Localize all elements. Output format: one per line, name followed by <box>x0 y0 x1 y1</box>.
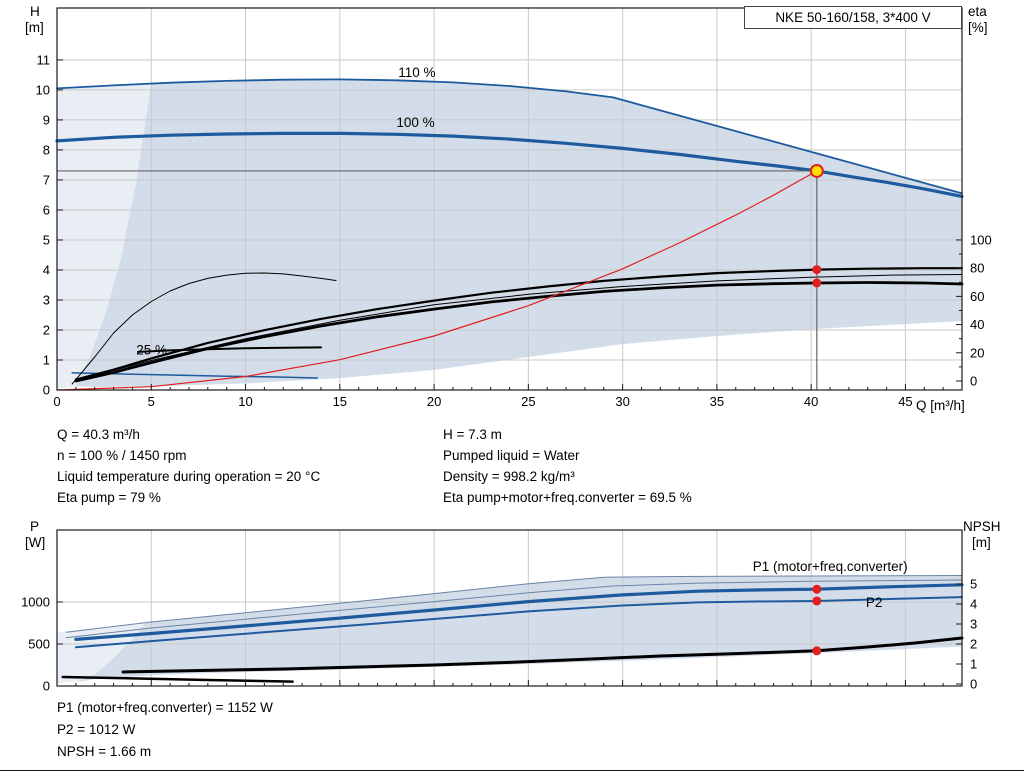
npsh-curve <box>121 636 964 674</box>
tick-label-y: 10 <box>36 82 50 97</box>
tick-label-y2: 3 <box>970 617 977 632</box>
operating-envelope-area <box>75 79 962 388</box>
tick-label-y2: 1 <box>970 657 977 672</box>
tick-label-y: 0 <box>43 679 50 694</box>
eta-pump-curve <box>74 267 964 381</box>
tick-label-y2: 80 <box>970 261 984 276</box>
q-axis-title: Q [m³/h] <box>916 398 965 413</box>
result-block: P1 (motor+freq.converter) = 1152 W P2 = … <box>57 697 273 763</box>
tick-label-y: 5 <box>43 232 50 247</box>
p-axis-symbol: P <box>30 519 40 534</box>
tick-label-y2: 40 <box>970 317 984 332</box>
info-pumped-liquid: Pumped liquid = Water <box>443 448 580 463</box>
annotation: 100 % <box>396 115 434 130</box>
tick-label-y2: 0 <box>970 677 977 692</box>
annotation: P1 (motor+freq.converter) <box>753 559 908 574</box>
tick-label-y2: 60 <box>970 289 984 304</box>
tick-label-x: 5 <box>148 394 155 409</box>
info-eta-total: Eta pump+motor+freq.converter = 69.5 % <box>443 490 692 505</box>
tick-label-y: 4 <box>43 262 50 277</box>
tick-label-y: 9 <box>43 112 50 127</box>
annotation: 25 % <box>136 343 167 358</box>
info-flow: Q = 40.3 m³/h <box>57 427 140 442</box>
npsh-point <box>812 646 822 656</box>
p1-curve <box>74 583 964 641</box>
tick-label-y2: 5 <box>970 577 977 592</box>
h-axis-unit: [m] <box>25 20 44 35</box>
speed-110-curve <box>56 78 963 195</box>
annotation: P2 <box>866 595 883 610</box>
mid-speed-curve <box>137 346 322 353</box>
tick-label-y: 2 <box>43 322 50 337</box>
tick-label-y: 1 <box>43 352 50 367</box>
tick-label-y2: 100 <box>970 232 992 247</box>
power-npsh-chart: 0 500 1000 0 1 2 3 4 5 P1 (motor+freq.converter) P… <box>21 529 977 694</box>
info-eta-pump: Eta pump = 79 % <box>57 490 161 505</box>
tick-label-y2: 4 <box>970 597 977 612</box>
tick-label-y: 3 <box>43 292 50 307</box>
power-envelope-top-line <box>65 575 963 633</box>
p2-point <box>812 596 822 606</box>
info-block-right: H = 7.3 m Pumped liquid = Water Density … <box>443 424 692 508</box>
info-head: H = 7.3 m <box>443 427 502 442</box>
h-axis-title: H [m] <box>25 4 44 36</box>
power-band-line <box>65 579 963 639</box>
eta-axis-title: eta [%] <box>968 4 988 36</box>
tick-label-y: 6 <box>43 202 50 217</box>
tick-label-y2: 2 <box>970 637 977 652</box>
eta-axis-unit: [%] <box>968 20 988 35</box>
tick-label-x: 40 <box>804 394 818 409</box>
pump-title-box: NKE 50-160/158, 3*400 V <box>744 6 962 29</box>
tick-label-y: 500 <box>28 636 50 651</box>
tick-label-y2: 20 <box>970 345 984 360</box>
h-axis-symbol: H <box>30 4 40 19</box>
result-p1: P1 (motor+freq.converter) = 1152 W <box>57 700 273 715</box>
result-npsh: NPSH = 1.66 m <box>57 744 152 759</box>
tick-label-y: 11 <box>37 52 51 67</box>
tick-label-x: 35 <box>710 394 724 409</box>
tick-label-y: 1000 <box>21 594 50 609</box>
eta-axis-symbol: eta <box>968 4 987 19</box>
tick-label-y: 8 <box>43 142 50 157</box>
h-q-chart: 0 5 10 15 20 25 30 35 40 450123456789101102040608… <box>36 7 992 409</box>
annotation: 110 % <box>398 65 435 80</box>
info-speed: n = 100 % / 1450 rpm <box>57 448 187 463</box>
npsh-low-speed-curve <box>61 675 294 683</box>
info-density: Density = 998.2 kg/m³ <box>443 469 575 484</box>
result-p2: P2 = 1012 W <box>57 722 136 737</box>
p-axis-unit: [W] <box>25 535 46 550</box>
eta-total-point <box>812 278 822 288</box>
eta-total-curve <box>74 281 964 383</box>
eta-pump-point <box>812 265 822 275</box>
tick-label-x: 10 <box>238 394 252 409</box>
tick-label-x: 0 <box>53 394 60 409</box>
p1-point <box>812 584 822 594</box>
tick-label-x: 25 <box>521 394 535 409</box>
info-block-left: Q = 40.3 m³/h n = 100 % / 1450 rpm Liqui… <box>57 424 320 508</box>
npsh-axis-title: NPSH [m] <box>963 519 1001 551</box>
affinity-curve <box>56 170 818 391</box>
npsh-axis-unit: [m] <box>972 535 991 550</box>
npsh-axis-symbol: NPSH <box>963 519 1001 534</box>
bottom-divider <box>0 770 1024 771</box>
tick-label-x: 45 <box>898 394 912 409</box>
tick-label-y: 7 <box>43 172 50 187</box>
tick-label-y2: 0 <box>970 373 977 388</box>
p-axis-title: P [W] <box>25 519 45 551</box>
tick-label-y: 0 <box>43 383 50 398</box>
tick-label-x: 20 <box>427 394 441 409</box>
eta-low-speed-curve <box>71 272 337 385</box>
p2-curve <box>74 596 963 649</box>
tick-label-x: 15 <box>333 394 347 409</box>
tick-label-x: 30 <box>615 394 629 409</box>
speed-100-curve <box>55 131 964 198</box>
info-liquid-temperature: Liquid temperature during operation = 20… <box>57 469 321 484</box>
operating-point <box>809 163 824 178</box>
